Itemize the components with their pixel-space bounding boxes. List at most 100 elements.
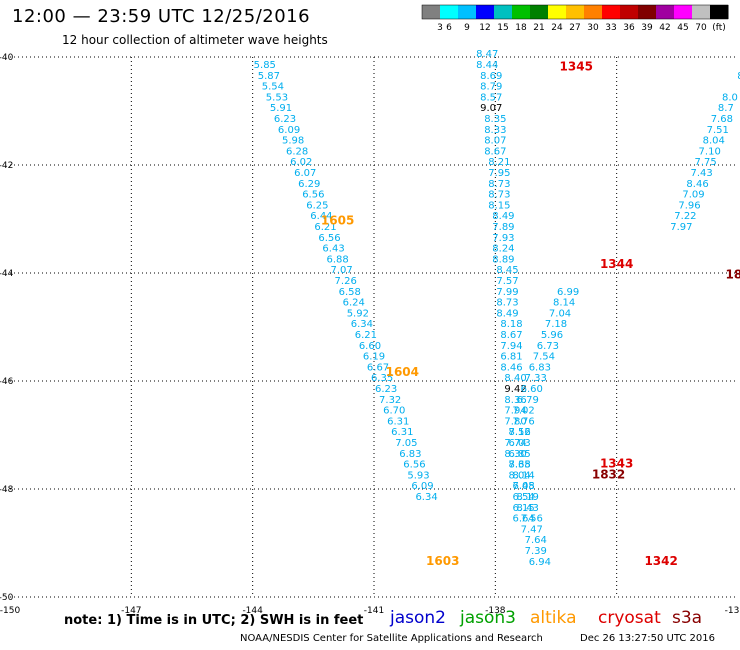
wave-height-label: 5.54 — [262, 82, 284, 93]
wave-height-label: 6.21 — [355, 330, 377, 341]
wave-height-label: 5.92 — [347, 308, 369, 319]
colorbar-swatch — [548, 5, 567, 19]
colorbar-swatch — [476, 5, 495, 19]
wave-height-label: 8.14 — [553, 298, 575, 309]
y-tick-label: -42 — [0, 161, 13, 171]
wave-height-label: 7.96 — [678, 200, 700, 211]
colorbar-label: 21 — [533, 23, 544, 33]
wave-height-label: 6.70 — [383, 406, 405, 417]
wave-height-label: 6.09 — [411, 481, 433, 492]
wave-height-label: 8.49 — [492, 211, 514, 222]
colorbar-label: 15 — [497, 23, 508, 33]
wave-height-label: 7.94 — [504, 406, 526, 417]
wave-height-label: 6.56 — [403, 460, 425, 471]
colorbar-swatch — [656, 5, 675, 19]
wave-height-label: 7.64 — [525, 535, 547, 546]
colorbar-label: 30 — [587, 23, 599, 33]
wave-height-label: 5.98 — [282, 136, 304, 147]
wave-height-label: 8.04 — [508, 470, 530, 481]
wave-height-label: 6.08 — [513, 481, 535, 492]
colorbar-swatch — [530, 5, 549, 19]
wave-height-label: 6.64 — [513, 514, 535, 525]
colorbar-label: 6 — [446, 23, 452, 33]
wave-height-label: 6.23 — [274, 114, 296, 125]
chart-subtitle: 12 hour collection of altimeter wave hei… — [62, 33, 328, 47]
wave-height-label: 7.99 — [496, 287, 518, 298]
wave-height-label: 6.21 — [314, 222, 336, 233]
wave-height-label: 8.15 — [488, 200, 510, 211]
colorbar-swatch — [566, 5, 585, 19]
wave-height-label: 6.23 — [375, 384, 397, 395]
colorbar-swatch — [494, 5, 513, 19]
colorbar-swatch — [638, 5, 657, 19]
pass-time-label: 1345 — [560, 60, 593, 74]
x-tick-label: -141 — [364, 606, 384, 616]
wave-height-label: 8.16 — [508, 427, 530, 438]
legend-jason3: jason3 — [460, 608, 516, 628]
pass-time-label: 1342 — [644, 554, 677, 568]
wave-height-label: 8.67 — [484, 146, 506, 157]
wave-height-label: 6.83 — [529, 362, 551, 373]
pass-time-label: 1603 — [426, 554, 459, 568]
wave-height-label: 7.93 — [492, 233, 514, 244]
colorbar-swatch — [710, 5, 729, 19]
colorbar-label: 36 — [623, 23, 635, 33]
y-tick-label: -50 — [0, 593, 14, 603]
wave-height-label: 7.26 — [335, 276, 357, 287]
wave-height-label: 8.46 — [500, 362, 522, 373]
wave-height-label: 7.80 — [504, 416, 526, 427]
wave-height-label: 6.09 — [278, 125, 300, 136]
wave-height-label: 6.25 — [306, 200, 328, 211]
wave-height-label: 8.43 — [517, 503, 539, 514]
colorbar-label: 18 — [515, 23, 527, 33]
wave-height-label: 7.33 — [525, 373, 547, 384]
wave-height-label: 8.46 — [686, 179, 708, 190]
wave-height-label: 8.47 — [476, 49, 498, 60]
wave-height-label: 7.95 — [488, 168, 510, 179]
colorbar-label: (ft) — [712, 23, 726, 33]
wave-height-label: 7.76 — [513, 416, 535, 427]
colorbar-swatch — [584, 5, 603, 19]
wave-height-label: 6.60 — [359, 341, 381, 352]
y-tick-label: -48 — [0, 485, 14, 495]
wave-height-label: 8.21 — [488, 157, 510, 168]
wave-height-label: 7.45 — [513, 481, 535, 492]
wave-height-label: 6.73 — [537, 341, 559, 352]
wave-height-label: 7.18 — [545, 319, 567, 330]
wave-height-label: 6.02 — [290, 157, 312, 168]
x-tick-label: -138 — [485, 606, 506, 616]
wave-height-label: 6.29 — [298, 179, 320, 190]
wave-height-label: 8.7 — [718, 103, 734, 114]
colorbar-label: 27 — [569, 23, 580, 33]
wave-height-label: 8.33 — [484, 125, 506, 136]
wave-height-label: 8.36 — [504, 395, 526, 406]
wave-height-label: 7.43 — [690, 168, 712, 179]
wave-height-label: 5.85 — [254, 60, 276, 71]
x-tick-label: -147 — [121, 606, 141, 616]
colorbar-label: 70 — [695, 23, 707, 33]
pass-time-label: 1344 — [600, 257, 633, 271]
colorbar-label: 3 — [437, 23, 443, 33]
legend-s3a: s3a — [672, 608, 703, 628]
wave-height-label: 6.34 — [351, 319, 373, 330]
wave-height-label: 7.04 — [549, 308, 571, 319]
wave-height-label: 6.03 — [508, 438, 530, 449]
wave-height-label: 8.49 — [496, 308, 518, 319]
pass-time-label: 1343 — [600, 457, 633, 471]
colorbar-swatch — [512, 5, 531, 19]
wave-height-label: 7.54 — [533, 352, 555, 363]
colorbar-label: 42 — [659, 23, 670, 33]
wave-height-label: 8.73 — [496, 298, 518, 309]
wave-height-label: 6.31 — [391, 427, 413, 438]
wave-height-label: 6.56 — [318, 233, 340, 244]
wave-height-label: 8.35 — [484, 114, 506, 125]
colorbar-swatch — [422, 5, 441, 19]
wave-height-label: 6.56 — [302, 190, 324, 201]
wave-height-label: 8.0 — [722, 92, 738, 103]
wave-height-label: 7.05 — [395, 438, 417, 449]
wave-height-label: 7.97 — [670, 222, 692, 233]
colorbar-swatch — [692, 5, 711, 19]
wave-height-label: 6.58 — [339, 287, 361, 298]
wave-height-label: 6.35 — [371, 373, 393, 384]
